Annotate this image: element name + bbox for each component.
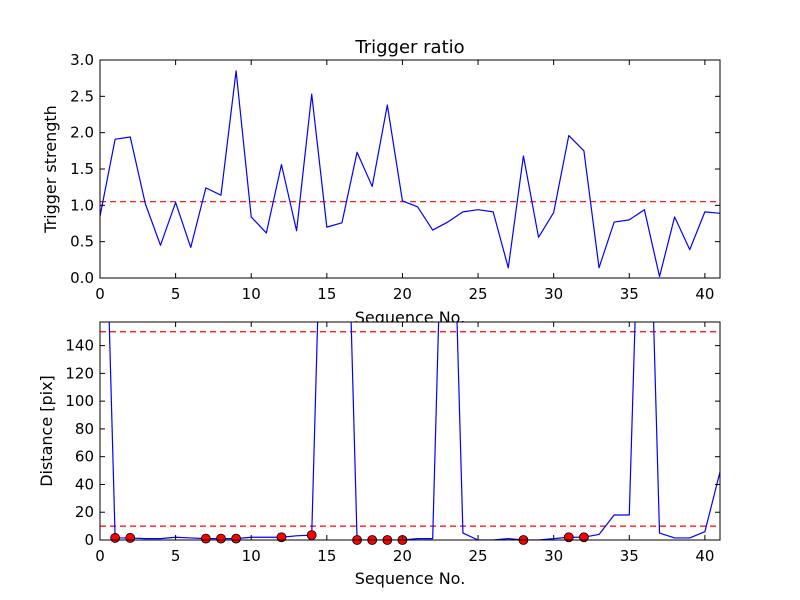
y-axis-label-top: Trigger strength <box>41 105 60 234</box>
x-axis-label-bottom: Sequence No. <box>355 569 466 588</box>
x-ticks-top: 0 5 10 15 20 25 30 35 40 <box>95 60 714 303</box>
y-tick-label: 100 <box>65 392 94 410</box>
data-point-marker <box>231 533 241 544</box>
chart-title: Trigger ratio <box>354 37 464 58</box>
x-tick-label: 0 <box>95 547 105 565</box>
y-tick-label: 80 <box>75 420 94 438</box>
x-tick-label: 15 <box>317 547 336 565</box>
data-point-marker <box>563 532 574 543</box>
plot-area-top <box>100 60 720 278</box>
data-point-marker <box>579 532 589 543</box>
distance-plot: 0 5 10 15 20 25 30 35 40 0 20 40 60 80 100 120 140 Sequ… <box>37 321 721 588</box>
x-tick-label: 10 <box>242 285 261 303</box>
y-tick-label: 20 <box>75 503 94 521</box>
x-tick-label: 20 <box>393 285 412 303</box>
data-point-marker <box>125 533 136 543</box>
x-tick-label: 40 <box>695 285 714 303</box>
y-tick-label: 60 <box>75 448 94 466</box>
x-tick-label: 25 <box>469 547 488 565</box>
y-tick-label: 2.5 <box>70 87 94 105</box>
data-point-marker <box>110 533 121 543</box>
y-tick-label: 0.5 <box>70 233 94 251</box>
threshold-lines-bottom <box>100 331 720 527</box>
trigger-ratio-plot: 0 5 10 15 20 25 30 35 40 0.0 0.5 1.0 1.5 2.0 2.5 3.0 T… <box>41 37 721 327</box>
x-tick-label: 30 <box>544 547 563 565</box>
plot-area-bottom <box>100 322 720 540</box>
series-line <box>108 322 720 540</box>
x-tick-label: 25 <box>469 285 488 303</box>
y-tick-label: 3.0 <box>70 51 94 69</box>
y-tick-label: 1.5 <box>70 160 94 178</box>
x-tick-label: 35 <box>620 547 639 565</box>
series-line-top <box>100 70 720 278</box>
x-ticks-bottom: 0 5 10 15 20 25 30 35 40 <box>95 322 714 565</box>
x-tick-label: 40 <box>695 547 714 565</box>
series-line-bottom <box>108 322 720 540</box>
x-tick-label: 20 <box>393 547 412 565</box>
x-tick-label: 10 <box>242 547 261 565</box>
y-tick-label: 120 <box>65 364 94 382</box>
data-point-marker <box>276 532 287 543</box>
y-tick-label: 140 <box>65 337 94 355</box>
y-ticks-top: 0.0 0.5 1.0 1.5 2.0 2.5 3.0 <box>70 51 720 287</box>
x-tick-label: 35 <box>620 285 639 303</box>
data-point-marker <box>216 533 226 544</box>
data-point-marker <box>200 533 211 544</box>
x-tick-label: 5 <box>171 547 181 565</box>
data-point-marker <box>306 530 317 541</box>
x-tick-label: 15 <box>317 285 336 303</box>
x-tick-label: 30 <box>544 285 563 303</box>
y-tick-label: 40 <box>75 475 94 493</box>
x-tick-label: 5 <box>171 285 181 303</box>
y-tick-label: 1.0 <box>70 196 94 214</box>
y-ticks-bottom: 0 20 40 60 80 100 120 140 <box>65 337 720 549</box>
y-tick-label: 0 <box>84 531 94 549</box>
x-tick-label: 0 <box>95 285 105 303</box>
series-line <box>100 70 720 278</box>
y-tick-label: 0.0 <box>70 269 94 287</box>
y-tick-label: 2.0 <box>70 124 94 142</box>
y-axis-label-bottom: Distance [pix] <box>37 375 56 487</box>
axes-frame-bottom <box>99 321 721 541</box>
